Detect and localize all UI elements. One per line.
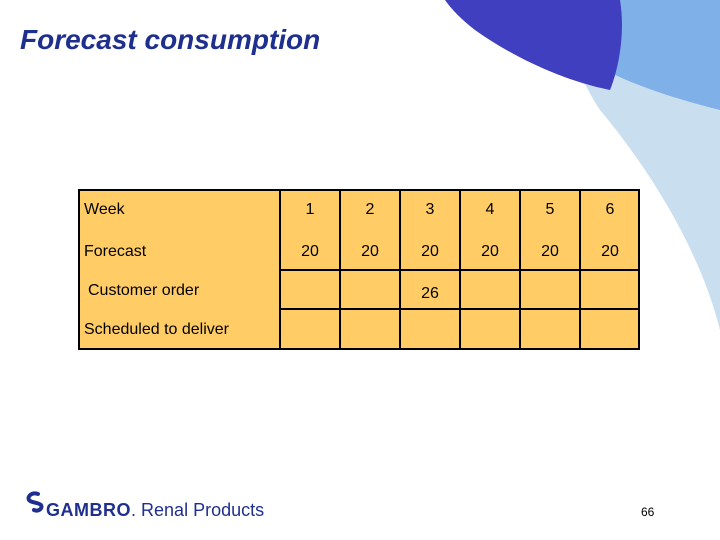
header-label-week: Week: [84, 201, 125, 218]
table-border-left: [78, 189, 80, 350]
forecast-cell: 20: [541, 243, 559, 260]
table-border-bottom: [78, 348, 640, 350]
footer-brand: GAMBRO: [46, 500, 131, 520]
week-cell: 5: [545, 201, 555, 218]
week-cell: 2: [365, 201, 375, 218]
forecast-cell: 20: [481, 243, 499, 260]
week-cell: 4: [485, 201, 495, 218]
row-label-forecast: Forecast: [84, 243, 147, 260]
week-cell: 3: [425, 201, 435, 218]
row-line-3: [279, 269, 640, 271]
page-number: 66: [641, 505, 655, 519]
gambro-logo-icon: [26, 491, 44, 513]
slide-title: Forecast consumption: [20, 24, 321, 55]
week-cell: 6: [605, 201, 615, 218]
swoosh-dark: [445, 0, 622, 90]
forecast-table: Week 1 2 3 4 5 6 Forecast 20 20 20 20 20…: [78, 189, 640, 350]
table-border-top: [78, 189, 640, 191]
footer-brand-dot: .: [131, 500, 137, 520]
customer-order-cell: 26: [421, 285, 439, 302]
forecast-cell: 20: [421, 243, 439, 260]
week-cell: 1: [305, 201, 315, 218]
forecast-cell: 20: [361, 243, 379, 260]
row-label-scheduled-to-deliver: Scheduled to deliver: [84, 321, 229, 338]
footer-suffix: Renal Products: [141, 500, 265, 520]
row-label-customer-order: Customer order: [88, 282, 200, 299]
footer-logo-text: GAMBRO. Renal Products: [46, 500, 264, 521]
forecast-cell: 20: [301, 243, 319, 260]
forecast-cell: 20: [601, 243, 619, 260]
row-line-4: [279, 308, 640, 310]
